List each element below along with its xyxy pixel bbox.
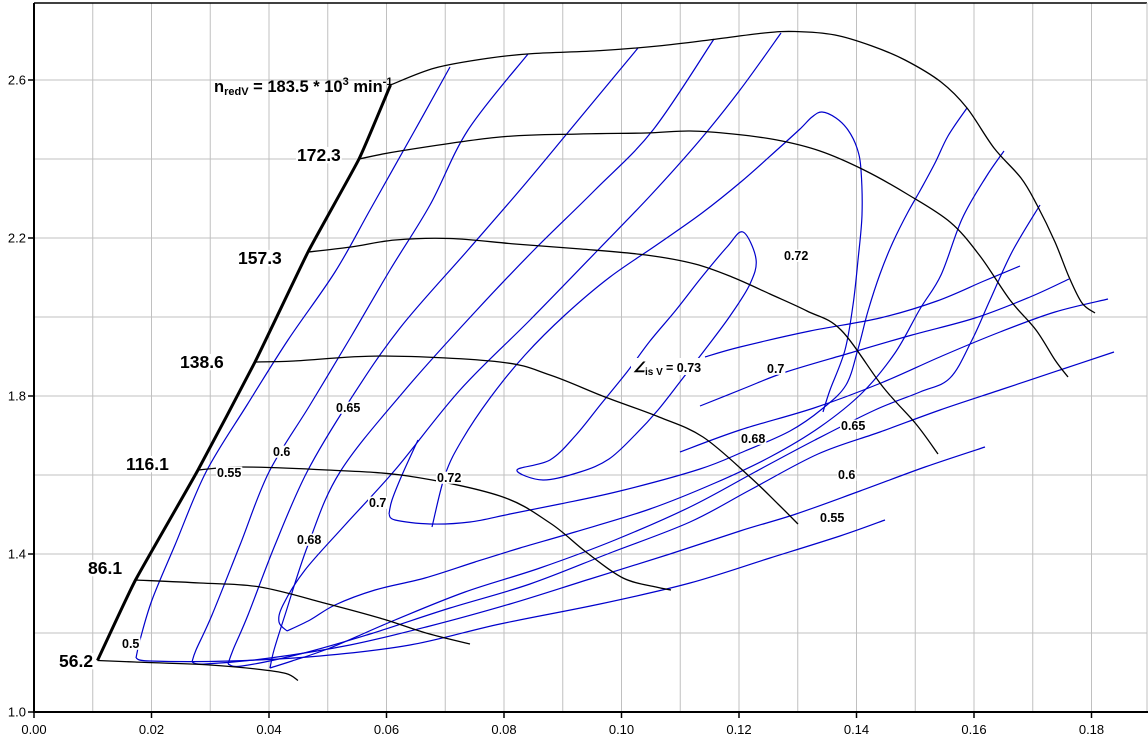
svg-text:0.68: 0.68 bbox=[297, 533, 321, 547]
svg-text:86.1: 86.1 bbox=[88, 558, 122, 578]
svg-text:2.2: 2.2 bbox=[8, 231, 26, 246]
svg-text:0.7: 0.7 bbox=[369, 496, 386, 510]
svg-text:0.12: 0.12 bbox=[726, 722, 751, 737]
svg-text:0.6: 0.6 bbox=[838, 468, 855, 482]
svg-text:0.55: 0.55 bbox=[820, 511, 844, 525]
svg-text:1.4: 1.4 bbox=[8, 547, 26, 562]
svg-text:138.6: 138.6 bbox=[180, 352, 224, 372]
svg-text:0.6: 0.6 bbox=[273, 445, 290, 459]
svg-text:0.72: 0.72 bbox=[784, 249, 808, 263]
svg-text:0.65: 0.65 bbox=[841, 419, 865, 433]
svg-text:157.3: 157.3 bbox=[238, 248, 282, 268]
svg-text:0.18: 0.18 bbox=[1079, 722, 1104, 737]
svg-text:56.2: 56.2 bbox=[59, 651, 93, 671]
svg-text:172.3: 172.3 bbox=[297, 145, 341, 165]
svg-text:0.7: 0.7 bbox=[767, 362, 784, 376]
svg-text:0.68: 0.68 bbox=[741, 432, 765, 446]
svg-text:2.6: 2.6 bbox=[8, 73, 26, 88]
svg-text:116.1: 116.1 bbox=[126, 454, 169, 474]
svg-text:0.02: 0.02 bbox=[139, 722, 164, 737]
svg-text:0.55: 0.55 bbox=[217, 466, 241, 480]
svg-text:0.5: 0.5 bbox=[122, 637, 139, 651]
svg-text:1.8: 1.8 bbox=[8, 389, 26, 404]
svg-text:= 0.73: = 0.73 bbox=[666, 361, 701, 375]
svg-text:0.06: 0.06 bbox=[374, 722, 399, 737]
svg-text:nredV = 183.5 * 103 min-1: nredV = 183.5 * 103 min-1 bbox=[214, 76, 392, 98]
svg-text:0.04: 0.04 bbox=[256, 722, 281, 737]
svg-text:is V: is V bbox=[645, 367, 663, 378]
svg-text:0.72: 0.72 bbox=[437, 471, 461, 485]
svg-text:0.08: 0.08 bbox=[491, 722, 516, 737]
svg-text:1.0: 1.0 bbox=[8, 705, 26, 720]
svg-text:0.65: 0.65 bbox=[336, 401, 360, 415]
svg-text:0.14: 0.14 bbox=[844, 722, 869, 737]
svg-text:0.00: 0.00 bbox=[21, 722, 46, 737]
svg-text:0.10: 0.10 bbox=[609, 722, 634, 737]
svg-text:∠: ∠ bbox=[633, 359, 646, 375]
svg-text:0.16: 0.16 bbox=[961, 722, 986, 737]
